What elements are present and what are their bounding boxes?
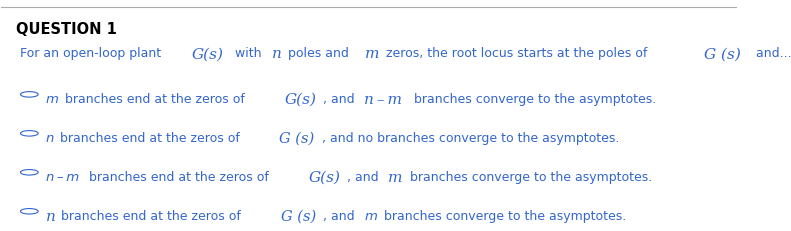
Text: branches converge to the asymptotes.: branches converge to the asymptotes. [410,93,656,106]
Text: n: n [46,131,54,144]
Text: n – m: n – m [364,93,402,107]
Text: n: n [46,209,55,223]
Text: branches converge to the asymptotes.: branches converge to the asymptotes. [380,209,626,222]
Text: G (s): G (s) [279,131,315,146]
Text: m: m [365,47,379,61]
Text: with: with [230,47,265,60]
Text: and...: and... [747,47,791,60]
Text: branches end at the zeros of: branches end at the zeros of [85,170,271,183]
Text: n – m: n – m [46,170,78,183]
Text: , and: , and [324,209,358,222]
Text: n: n [272,47,282,61]
Text: G(s): G(s) [285,93,316,107]
Text: G(s): G(s) [309,170,341,184]
Text: , and: , and [347,170,381,183]
Text: m: m [46,93,59,106]
Text: m: m [388,170,403,184]
Text: m: m [365,209,377,222]
Text: , and no branches converge to the asymptotes.: , and no branches converge to the asympt… [322,131,619,144]
Text: G (s): G (s) [703,47,740,61]
Text: For an open-loop plant: For an open-loop plant [20,47,164,60]
Text: zeros, the root locus starts at the poles of: zeros, the root locus starts at the pole… [382,47,650,60]
Text: branches end at the zeros of: branches end at the zeros of [55,131,242,144]
Text: branches converge to the asymptotes.: branches converge to the asymptotes. [406,170,652,183]
Text: branches end at the zeros of: branches end at the zeros of [58,209,244,222]
Text: , and: , and [323,93,358,106]
Text: G (s): G (s) [281,209,316,223]
Text: branches end at the zeros of: branches end at the zeros of [61,93,248,106]
Text: QUESTION 1: QUESTION 1 [16,22,117,37]
Text: G(s): G(s) [192,47,224,61]
Text: poles and: poles and [284,47,351,60]
